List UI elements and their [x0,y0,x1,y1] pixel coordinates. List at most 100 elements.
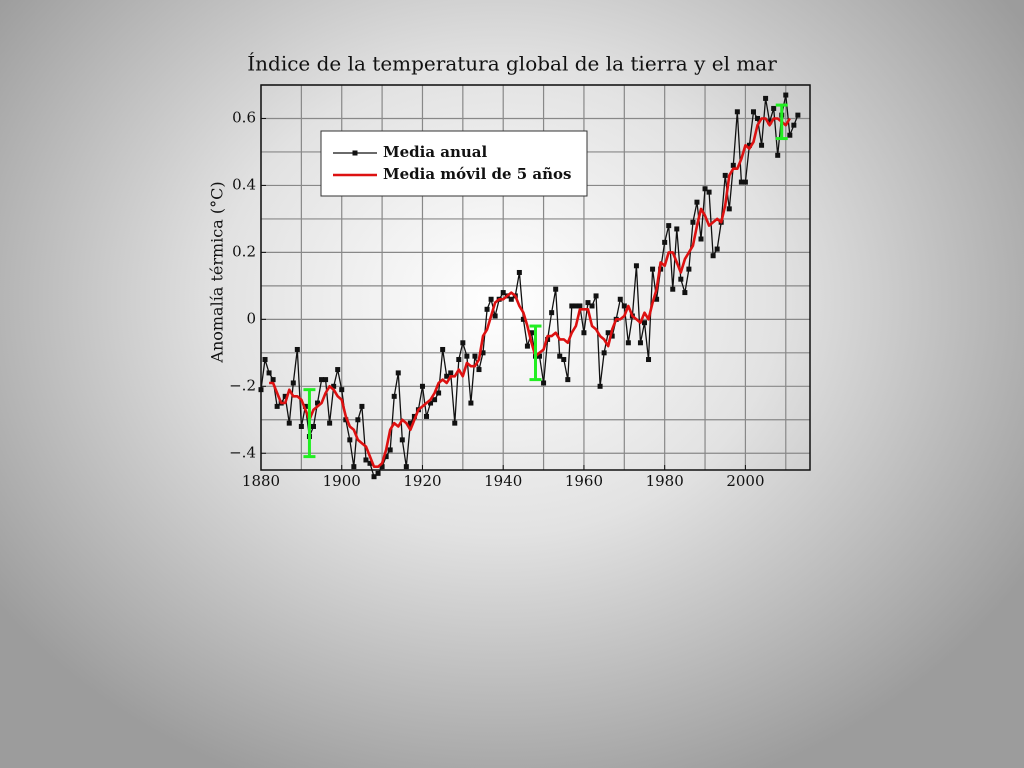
data-point [480,350,486,356]
data-point [282,393,288,399]
data-point [359,403,365,409]
data-point [315,400,321,406]
data-point [698,236,704,242]
data-point [654,296,660,302]
x-tick-label: 2000 [726,472,764,490]
data-point [549,310,555,316]
data-point [270,377,276,383]
data-point [710,253,716,259]
data-point [319,377,325,383]
data-point [702,186,708,192]
data-point [577,303,583,309]
legend-label: Media anual [383,143,488,161]
data-point [262,357,268,363]
series-line [269,117,791,468]
data-point [460,340,466,346]
data-point [678,276,684,282]
x-tick-label: 1880 [242,472,280,490]
plot-frame [260,84,811,471]
data-point [444,373,450,379]
data-point [379,464,385,470]
data-point [488,296,494,302]
data-point [266,370,272,376]
x-tick-label: 1900 [323,472,361,490]
data-point [351,464,357,470]
data-point [682,290,688,296]
data-point [452,420,458,426]
data-point [428,400,434,406]
y-tick-label: 0 [246,309,256,327]
data-point [371,474,377,480]
data-point [472,353,478,359]
data-point [516,269,522,275]
data-point [541,380,547,386]
data-point [601,350,607,356]
data-point [310,423,316,429]
data-point [759,142,765,148]
data-point [690,219,696,225]
data-point [633,263,639,269]
data-point [573,303,579,309]
data-point [484,306,490,312]
data-point [492,313,498,319]
data-point [448,370,454,376]
data-point [767,119,773,125]
data-point [755,115,761,121]
y-tick-label: −.2 [229,376,256,394]
data-point [375,470,381,476]
data-point [561,357,567,363]
data-point [464,353,470,359]
y-tick-label: 0.4 [232,175,256,193]
x-tick-label: 1920 [403,472,441,490]
x-tick-label: 1940 [484,472,522,490]
data-point [258,387,264,393]
data-point [528,330,534,336]
data-point [621,303,627,309]
data-point [500,290,506,296]
data-point [323,377,329,383]
data-point [274,403,280,409]
data-point [339,387,345,393]
data-point [730,162,736,168]
data-point [787,132,793,138]
data-point [403,464,409,470]
data-point [637,340,643,346]
x-tick-label: 1980 [646,472,684,490]
data-point [609,333,615,339]
data-point [440,346,446,352]
data-point [367,460,373,466]
data-point [399,437,405,443]
data-point [424,413,430,419]
y-tick-label: 0.2 [232,242,256,260]
data-point [722,172,728,178]
data-point [662,239,668,245]
data-point [553,286,559,292]
legend-label: Media móvil de 5 años [383,165,571,183]
data-point [670,286,676,292]
data-point [407,420,413,426]
data-point [585,300,591,306]
data-point [706,189,712,195]
data-point [327,420,333,426]
data-point [694,199,700,205]
data-point [347,437,353,443]
data-point [395,370,401,376]
data-point [537,353,543,359]
data-point [771,105,777,111]
data-point [666,223,672,229]
data-point [641,320,647,326]
data-point [383,454,389,460]
data-point [783,92,789,98]
data-point [520,316,526,322]
data-point [738,179,744,185]
data-point [331,383,337,389]
y-axis-label: Anomalía térmica (°C) [208,181,227,363]
chart-title: Índice de la temperatura global de la ti… [247,52,777,76]
data-point [646,357,652,363]
data-point [363,457,369,463]
data-point [419,383,425,389]
data-point [391,393,397,399]
data-point [795,112,801,118]
error-bar [303,388,316,459]
